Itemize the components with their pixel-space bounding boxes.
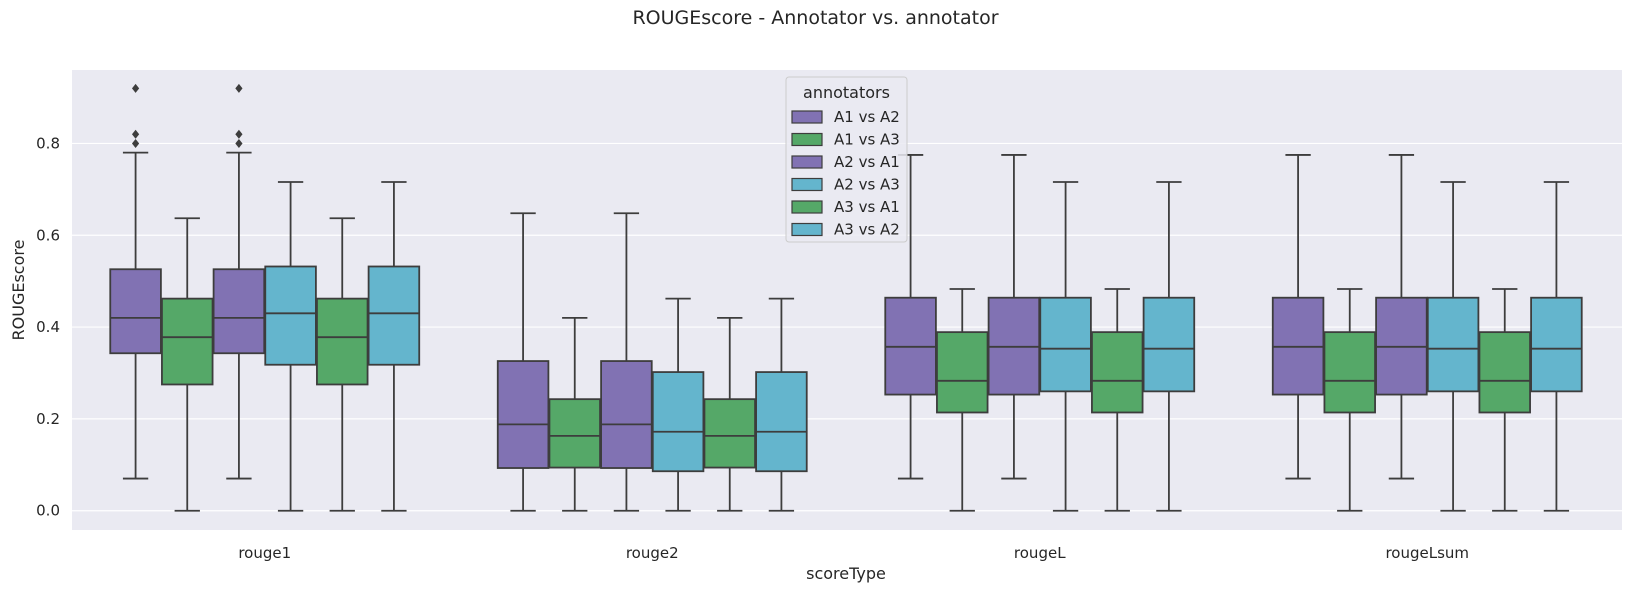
outlier-point [131,83,140,93]
box-rougeLsum-A2-vs-A3 [1426,181,1480,512]
box-body [703,398,756,469]
outlier-point [235,83,243,93]
y-tick-label: 0.8 [36,134,60,152]
box-body [651,371,705,473]
box-body [1142,296,1196,393]
box-rouge1-A2-vs-A1 [212,83,266,480]
legend-label: A3 vs A1 [834,198,900,216]
box-body [936,331,989,414]
box-rougeL-A3-vs-A2 [1142,181,1196,512]
box-rougeLsum-A1-vs-A2 [1271,154,1325,480]
x-tick-label: rouge2 [626,544,679,562]
box-rougeLsum-A1-vs-A3 [1323,288,1376,512]
box-body [1091,331,1144,414]
legend-label: A3 vs A2 [834,221,900,239]
box-body [316,297,369,386]
y-tick-label: 0.2 [36,410,60,428]
box-plots [109,83,1583,512]
box-rouge2-A3-vs-A1 [703,317,756,512]
y-tick-label: 0.6 [36,226,60,244]
box-body [548,398,601,469]
chart-title: ROUGEscore - Annotator vs. annotator [632,7,998,29]
legend-entry: A1 vs A2 [791,108,900,126]
legend-entry: A1 vs A3 [791,131,900,149]
legend-entry: A3 vs A2 [791,221,900,239]
legend-label: A1 vs A3 [834,131,900,149]
x-tick-label: rougeLsum [1385,544,1469,562]
box-rouge2-A2-vs-A3 [651,297,705,512]
box-body [1426,296,1480,393]
legend: annotators A1 vs A2 A1 vs A3 A2 vs A1 A2 vs… [785,76,908,243]
box-rougeL-A1-vs-A2 [884,154,937,480]
legend-label: A2 vs A1 [834,153,900,171]
x-axis-label: scoreType [806,564,886,583]
box-rouge1-A3-vs-A2 [367,181,421,512]
box-body [496,360,550,469]
box-body [264,265,317,366]
box-body [367,265,421,366]
y-tick-label: 0.0 [36,502,60,520]
box-rouge2-A3-vs-A2 [755,297,808,512]
x-tick-label: rouge1 [238,544,291,562]
legend-swatch [791,110,823,124]
box-rougeL-A3-vs-A1 [1091,288,1144,512]
box-rouge2-A1-vs-A2 [496,212,550,512]
box-rougeL-A2-vs-A3 [1039,181,1092,512]
box-body [1478,331,1531,414]
x-tick-labels: rouge1 rouge2 rougeL rougeLsum [238,544,1469,562]
legend-label: A2 vs A3 [834,176,900,194]
legend-label: A1 vs A2 [834,108,900,126]
legend-title: annotators [803,83,890,102]
box-rougeL-A1-vs-A3 [936,288,989,512]
box-rougeLsum-A2-vs-A1 [1375,154,1428,480]
box-body [1039,296,1092,393]
box-body [109,268,162,355]
outlier-point [235,129,243,139]
box-body [600,360,653,469]
box-body [212,268,266,355]
legend-entry: A3 vs A1 [791,198,900,216]
box-rouge1-A1-vs-A3 [161,217,214,512]
outlier-point [235,138,243,148]
y-tick-labels: 0.0 0.2 0.4 0.6 0.8 [36,134,60,519]
box-rouge2-A2-vs-A1 [600,212,653,512]
box-rouge2-A1-vs-A3 [548,317,601,512]
box-body [161,297,214,386]
legend-entry: A2 vs A1 [791,153,900,171]
box-rouge1-A1-vs-A2 [109,83,162,480]
x-tick-label: rougeL [1014,544,1066,562]
legend-swatch [791,132,823,147]
box-rouge1-A3-vs-A1 [316,217,369,512]
outlier-point [131,129,140,139]
legend-swatch [791,177,823,192]
box-body [1530,296,1583,393]
outlier-point [131,138,140,148]
box-rougeL-A2-vs-A1 [987,154,1041,480]
legend-swatch [791,200,823,214]
box-body [755,371,808,473]
legend-swatch [791,222,823,237]
box-rougeLsum-A3-vs-A2 [1530,181,1583,512]
legend-entry: A2 vs A3 [791,176,900,194]
legend-entries: A1 vs A2 A1 vs A3 A2 vs A1 A2 vs A3 A3 vs A1… [791,108,900,239]
box-body [1323,331,1376,414]
y-axis-label: ROUGEscore [9,240,28,341]
box-rougeLsum-A3-vs-A1 [1478,288,1531,512]
box-rouge1-A2-vs-A3 [264,181,317,512]
legend-swatch [791,155,823,169]
y-tick-label: 0.4 [36,318,60,336]
